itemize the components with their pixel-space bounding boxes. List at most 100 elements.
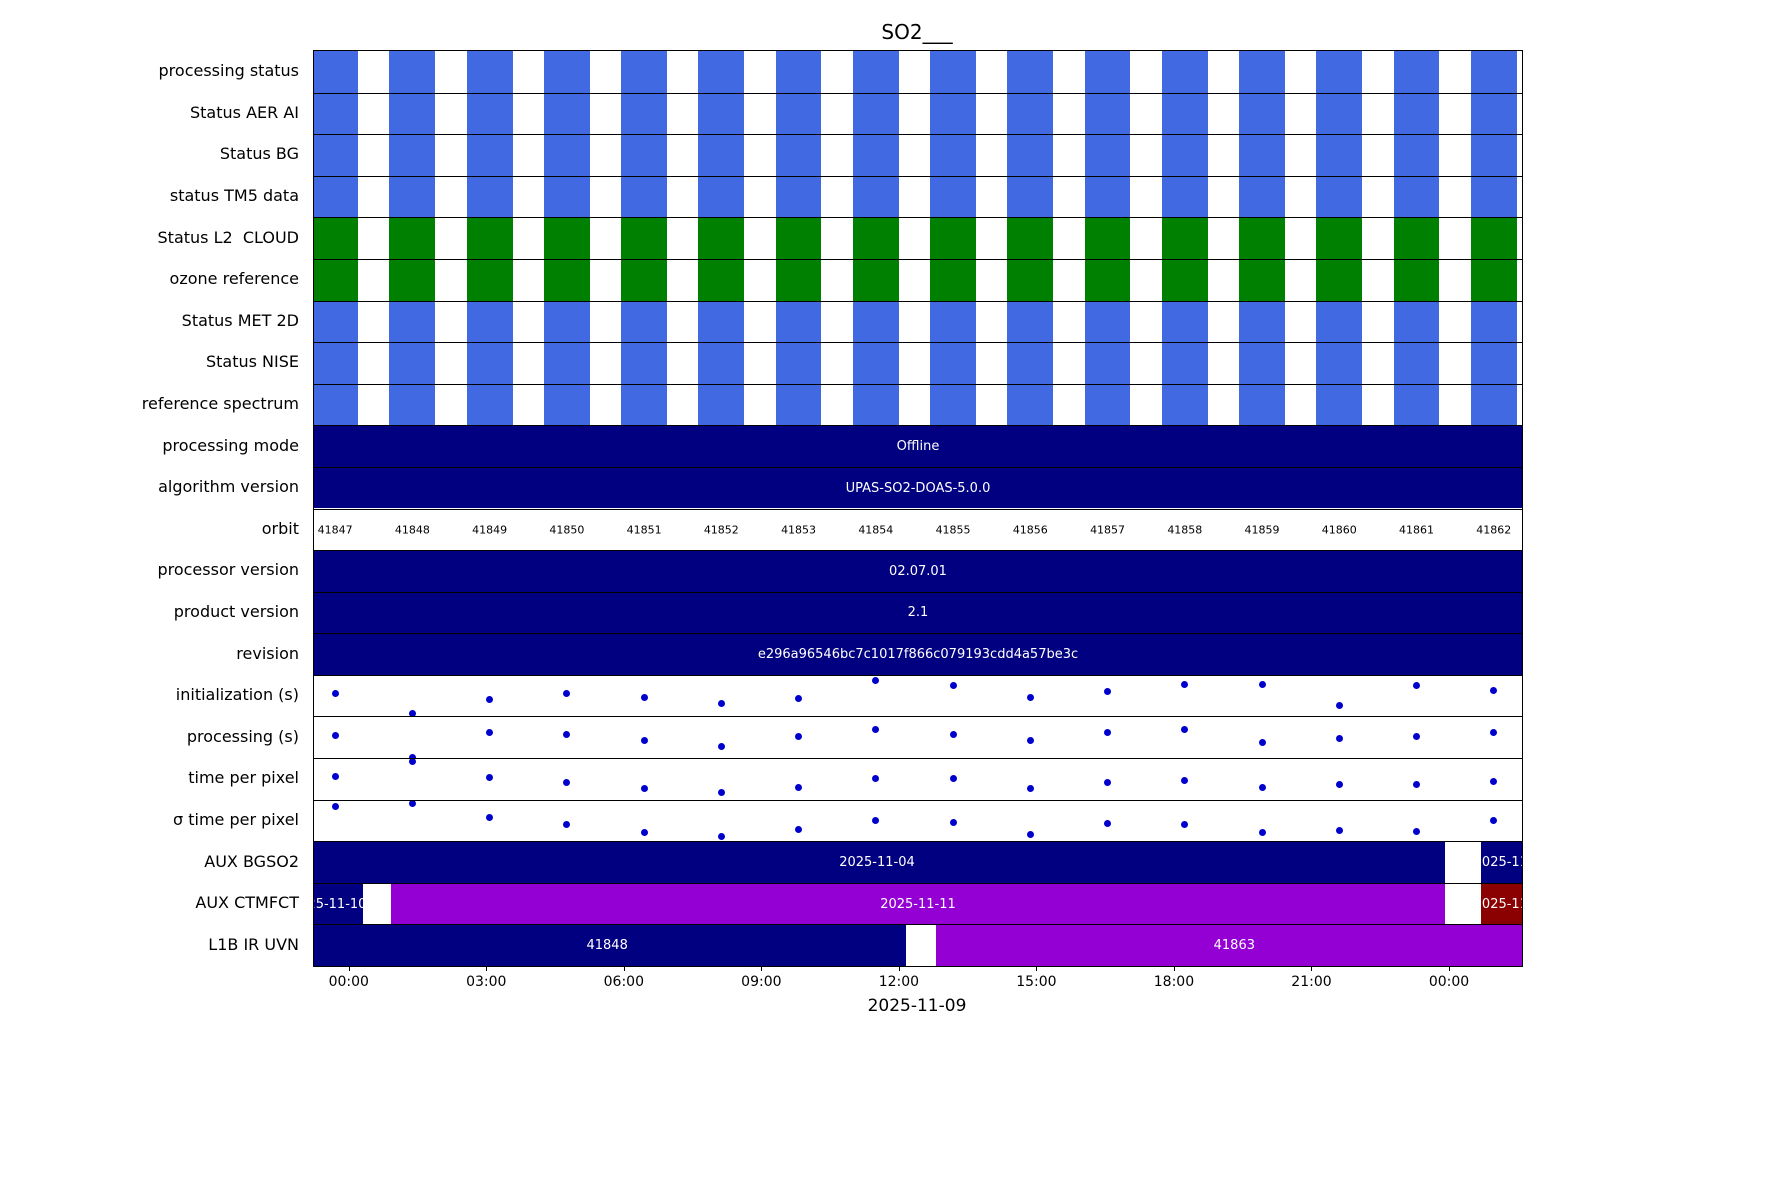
segment-bar-text: 41863: [1213, 938, 1255, 954]
x-tick-label: 00:00: [1428, 974, 1470, 990]
status-bar: [1470, 259, 1517, 301]
row-label-product-version: product version: [173, 601, 299, 621]
status-bar: [1316, 218, 1363, 259]
status-bar: [621, 51, 667, 93]
data-point: [872, 676, 880, 684]
status-bar: [466, 176, 513, 218]
status-bar: [543, 301, 590, 343]
status-bar: [543, 51, 590, 93]
status-bar: [466, 384, 513, 426]
status-bar: [775, 384, 822, 426]
row-label-processor-version: processor version: [157, 560, 299, 580]
x-tick-mark: [898, 966, 900, 971]
status-bar: [621, 176, 667, 218]
data-point: [717, 699, 725, 707]
row-label-status-bg: Status BG: [219, 144, 299, 164]
status-bar: [314, 93, 359, 135]
data-point: [1258, 680, 1266, 688]
x-tick-label: 03:00: [466, 974, 507, 990]
data-point: [486, 773, 494, 781]
row-label-aux-bgso2: AUX BGSO2: [204, 851, 299, 871]
status-bar: [852, 218, 899, 259]
status-bar: [1084, 384, 1131, 426]
status-bar: [1007, 218, 1054, 259]
orbit-number: 41860: [1321, 523, 1357, 537]
status-bar: [930, 343, 976, 384]
status-bar: [1316, 259, 1363, 301]
data-point: [1335, 827, 1343, 835]
status-bar: [775, 301, 822, 343]
status-bar: [852, 176, 899, 218]
value-bar-text: UPAS-SO2-DOAS-5.0.0: [845, 480, 991, 496]
x-tick-mark: [1036, 966, 1038, 971]
row-status-aer-ai: [314, 92, 1522, 135]
data-point: [640, 785, 648, 793]
status-bar: [1007, 51, 1054, 93]
data-point: [872, 726, 880, 734]
x-axis-label: 2025-11-09: [867, 996, 967, 1016]
row-processing-s: [314, 716, 1522, 759]
data-point: [872, 774, 880, 782]
row-label-status-aer-ai: Status AER AI: [190, 102, 299, 122]
status-bar: [621, 93, 667, 135]
status-bar: [1161, 51, 1208, 93]
data-point: [1258, 828, 1266, 836]
status-bar: [1470, 93, 1517, 135]
status-bar: [852, 93, 899, 135]
status-bar: [1007, 384, 1054, 426]
row-label-processing-status: processing status: [158, 61, 299, 81]
row-labels: processing status Status AER AI Status BG s…: [0, 50, 306, 965]
data-point: [486, 728, 494, 736]
x-tick-label: 06:00: [603, 974, 644, 990]
status-bar: [1393, 343, 1440, 384]
status-bar: [1161, 93, 1208, 135]
data-point: [1104, 728, 1112, 736]
value-bar-text: 02.07.01: [889, 563, 947, 579]
row-initialization-s: [314, 674, 1522, 717]
value-bar-product-version: 2.1: [314, 592, 1522, 634]
row-status-bg: [314, 134, 1522, 176]
data-point: [563, 731, 571, 739]
status-bar: [314, 343, 359, 384]
status-bar: [543, 176, 590, 218]
data-point: [1181, 777, 1189, 785]
orbit-number: 41862: [1476, 523, 1512, 537]
data-point: [1181, 821, 1189, 829]
status-bar: [1084, 218, 1131, 259]
status-bar: [1316, 343, 1363, 384]
data-point: [872, 817, 880, 825]
x-tick-mark: [1311, 966, 1313, 971]
status-bar: [621, 301, 667, 343]
value-bar-text: 2.1: [907, 605, 929, 621]
status-bar: [1239, 51, 1285, 93]
status-bar: [543, 384, 590, 426]
segment-bar-text: 2025-11-12: [1481, 896, 1522, 912]
status-bar: [698, 51, 745, 93]
data-point: [563, 689, 571, 697]
data-point: [1335, 734, 1343, 742]
orbit-number: 41850: [549, 523, 585, 537]
data-point: [795, 826, 803, 834]
status-bar: [621, 135, 667, 176]
status-bar: [314, 218, 359, 259]
status-bar: [1239, 93, 1285, 135]
data-point: [795, 733, 803, 741]
status-bar: [852, 343, 899, 384]
data-point: [1104, 819, 1112, 827]
status-bar: [852, 51, 899, 93]
row-label-status-nise: Status NISE: [205, 352, 299, 372]
status-bar: [698, 135, 745, 176]
status-bar: [698, 176, 745, 218]
segment-bar: 2025-11-11: [390, 883, 1446, 925]
status-bar: [621, 259, 667, 301]
status-bar: [1007, 135, 1054, 176]
segment-bar-text: 2025-11-05: [1481, 855, 1522, 870]
row-status-tm5-data: [314, 175, 1522, 218]
status-bar: [1084, 135, 1131, 176]
status-bar: [930, 51, 976, 93]
data-point: [1258, 738, 1266, 746]
x-tick-label: 21:00: [1291, 974, 1332, 990]
status-bar: [314, 259, 359, 301]
orbit-number: 41847: [317, 523, 353, 537]
